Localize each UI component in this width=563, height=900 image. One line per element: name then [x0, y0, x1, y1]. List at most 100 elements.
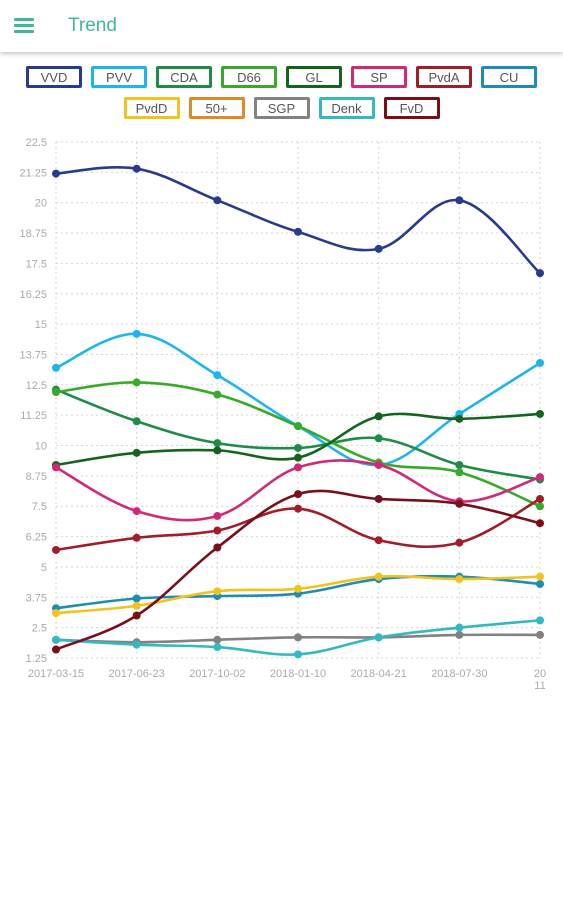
y-tick-label: 12.5	[26, 380, 47, 392]
legend-chip-cu[interactable]: CU	[481, 66, 537, 88]
x-tick-label: 2017-03-15	[28, 668, 84, 680]
data-point-d66	[294, 422, 302, 431]
y-tick-label: 1.25	[26, 653, 47, 665]
data-point-fvd	[52, 645, 60, 654]
data-point-pvda	[536, 494, 544, 503]
data-point-denk	[374, 633, 383, 642]
data-point-denk	[213, 643, 222, 652]
y-tick-label: 10	[35, 441, 47, 453]
legend-chip-pvv[interactable]: PVV	[91, 66, 147, 88]
data-point-denk	[536, 616, 544, 625]
data-point-sp	[132, 507, 141, 516]
data-point-vvd	[536, 269, 544, 278]
x-tick-label: 20 11	[534, 668, 546, 692]
data-point-pvda	[374, 536, 383, 545]
data-point-gl	[213, 446, 222, 455]
data-point-sp	[536, 473, 544, 482]
data-point-denk	[52, 635, 60, 644]
data-point-sp	[52, 463, 60, 472]
data-point-sgp	[294, 633, 302, 642]
data-point-vvd	[52, 169, 60, 178]
data-point-d66	[455, 468, 464, 477]
data-point-gl	[294, 453, 302, 462]
data-point-sgp	[536, 630, 544, 639]
data-point-pvda	[52, 545, 60, 554]
legend-chip-denk[interactable]: Denk	[318, 97, 375, 119]
y-tick-label: 17.5	[26, 258, 47, 270]
y-tick-label: 16.25	[19, 289, 47, 301]
data-point-vvd	[374, 244, 383, 253]
legend-chip-d66[interactable]: D66	[221, 66, 277, 88]
data-point-fvd	[455, 499, 464, 508]
hamburger-menu-icon[interactable]	[14, 17, 34, 33]
data-point-cda	[374, 434, 383, 443]
data-point-cda	[132, 417, 141, 426]
data-point-sp	[374, 460, 383, 469]
data-point-sp	[213, 511, 222, 520]
app-bar: Trend	[0, 0, 563, 52]
data-point-cda	[455, 460, 464, 469]
y-tick-label: 2.5	[32, 623, 47, 635]
data-point-sp	[294, 463, 302, 472]
data-point-d66	[213, 390, 222, 399]
chart-legend: VVD PVV CDA D66 GL SP PvdA CU PvdD 50+ SGP Denk FvD	[0, 66, 563, 128]
data-point-pvda	[294, 504, 302, 513]
x-tick-label: 2018-07-30	[431, 668, 487, 680]
y-tick-label: 5	[41, 562, 47, 574]
data-point-fvd	[294, 490, 302, 499]
legend-chip-gl[interactable]: GL	[286, 66, 342, 88]
data-point-pvv	[536, 358, 544, 367]
legend-chip-vvd[interactable]: VVD	[26, 66, 82, 88]
data-point-gl	[132, 448, 141, 457]
y-tick-label: 22.5	[26, 137, 47, 149]
data-point-pvdd	[213, 587, 222, 596]
legend-chip-sp[interactable]: SP	[351, 66, 407, 88]
data-point-vvd	[455, 196, 464, 205]
legend-chip-cda[interactable]: CDA	[156, 66, 212, 88]
data-point-vvd	[213, 196, 222, 205]
legend-chip-fvd[interactable]: FvD	[383, 97, 440, 119]
y-tick-label: 20	[35, 198, 47, 210]
data-point-sgp	[455, 630, 464, 639]
data-point-pvdd	[455, 575, 464, 584]
data-point-d66	[132, 378, 141, 387]
data-point-pvv	[132, 329, 141, 338]
data-point-vvd	[294, 227, 302, 236]
y-tick-label: 6.25	[26, 532, 47, 544]
data-point-d66	[536, 502, 544, 511]
data-point-cu	[132, 594, 141, 603]
legend-chip-pvdd[interactable]: PvdD	[123, 97, 180, 119]
data-point-pvv	[213, 371, 222, 380]
x-tick-label: 2018-04-21	[351, 668, 407, 680]
y-tick-label: 13.75	[19, 349, 47, 361]
data-point-sgp	[213, 635, 222, 644]
y-tick-label: 18.75	[19, 228, 47, 240]
data-point-gl	[455, 414, 464, 423]
data-point-vvd	[132, 164, 141, 173]
data-point-pvdd	[374, 572, 383, 581]
data-point-fvd	[213, 543, 222, 552]
data-point-cda	[213, 439, 222, 448]
data-point-fvd	[536, 519, 544, 528]
legend-chip-50[interactable]: 50+	[188, 97, 245, 119]
data-point-pvdd	[132, 601, 141, 610]
data-point-pvda	[132, 533, 141, 542]
data-point-fvd	[132, 611, 141, 620]
data-point-d66	[52, 388, 60, 397]
data-point-denk	[455, 623, 464, 632]
x-tick-label: 2017-06-23	[109, 668, 165, 680]
y-tick-label: 8.75	[26, 471, 47, 483]
data-point-denk	[294, 650, 302, 659]
legend-chip-sgp[interactable]: SGP	[253, 97, 310, 119]
data-point-pvdd	[294, 584, 302, 593]
y-tick-label: 21.25	[19, 167, 47, 179]
data-point-cu	[536, 579, 544, 588]
data-point-pvda	[455, 538, 464, 547]
y-tick-label: 7.5	[32, 501, 47, 513]
data-point-pvv	[52, 363, 60, 372]
legend-chip-pvda[interactable]: PvdA	[416, 66, 472, 88]
data-point-fvd	[374, 494, 383, 503]
data-point-pvda	[213, 526, 222, 535]
data-point-gl	[536, 409, 544, 418]
